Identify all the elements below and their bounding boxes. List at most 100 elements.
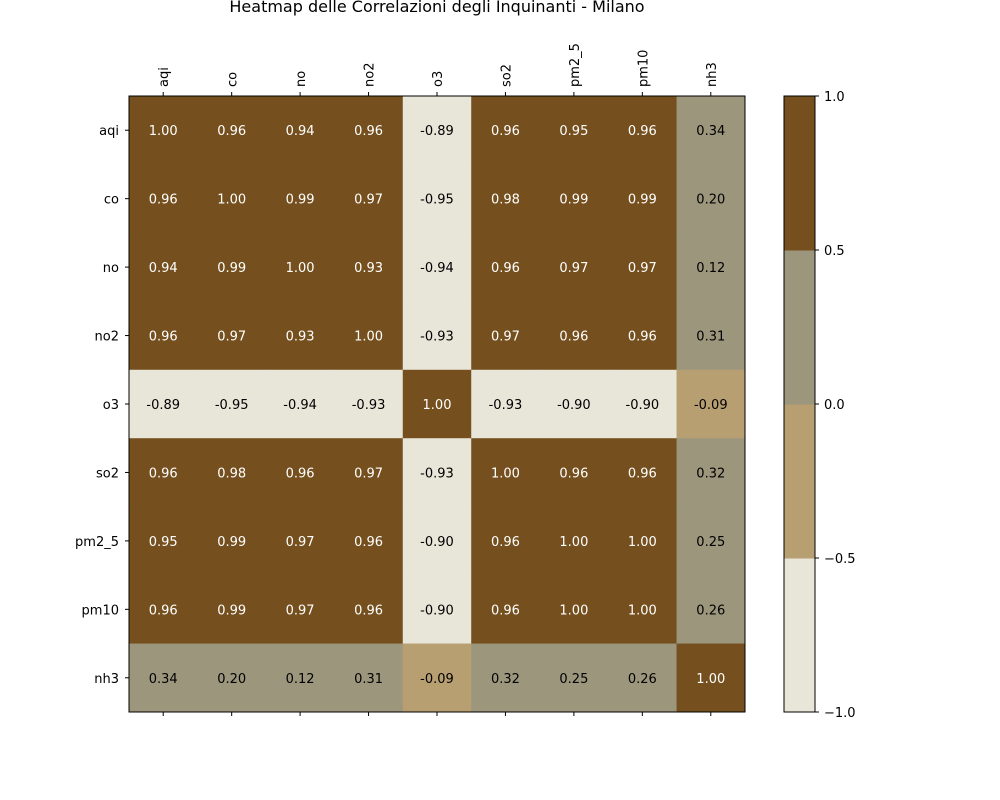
cell-value-label: -0.09 <box>420 672 454 687</box>
cell-value-label: 0.95 <box>559 124 588 139</box>
heatmap-cell <box>129 164 198 234</box>
cell-value-label: 0.96 <box>217 124 246 139</box>
cell-value-label: 0.99 <box>628 193 657 208</box>
cell-value-label: 0.34 <box>696 124 725 139</box>
cell-value-label: 0.26 <box>696 603 725 618</box>
colorbar-tick-label: −0.5 <box>824 552 856 567</box>
cell-value-label: 0.96 <box>491 535 520 550</box>
heatmap-cell <box>539 643 609 713</box>
heatmap-cell <box>676 369 746 439</box>
heatmap-cell <box>539 506 609 576</box>
cell-value-label: 1.00 <box>559 603 588 618</box>
heatmap-cell <box>676 301 746 371</box>
cell-value-label: 0.96 <box>628 330 657 345</box>
heatmap-cell <box>539 164 609 234</box>
heatmap-cell <box>265 438 335 508</box>
heatmap-cell <box>129 575 198 645</box>
heatmap-cell <box>402 232 472 302</box>
cell-value-label: 1.00 <box>354 330 383 345</box>
cell-value-label: -0.90 <box>626 398 660 413</box>
cell-value-label: 1.00 <box>559 535 588 550</box>
heatmap-cell <box>676 232 746 302</box>
heatmap-cell <box>402 164 472 234</box>
heatmap-cell <box>265 506 335 576</box>
y-tick-label: pm2_5 <box>75 535 119 550</box>
cell-value-label: 0.34 <box>149 672 178 687</box>
heatmap-cell <box>265 643 335 713</box>
heatmap-cell <box>402 575 472 645</box>
colorbar-segment <box>784 558 815 713</box>
heatmap-cell <box>402 643 472 713</box>
cell-value-label: 0.94 <box>149 261 178 276</box>
cell-value-label: 0.31 <box>354 672 383 687</box>
cell-value-label: 0.31 <box>696 330 725 345</box>
cell-value-label: 0.99 <box>217 261 246 276</box>
heatmap-cell <box>129 438 198 508</box>
cell-value-label: 0.96 <box>149 603 178 618</box>
cell-value-label: 0.97 <box>559 261 588 276</box>
heatmap-cell <box>197 301 267 371</box>
cell-value-label: 0.96 <box>286 466 315 481</box>
y-axis-ticks: aqi co no no2 o3 so2 pm2_5 pm10 nh3 <box>75 124 129 687</box>
y-tick-label: so2 <box>96 466 119 481</box>
heatmap-cell <box>334 232 404 302</box>
heatmap-cell <box>334 164 404 234</box>
heatmap-cell <box>402 438 472 508</box>
heatmap-cell <box>129 232 198 302</box>
colorbar-tick-label: 0.5 <box>824 244 845 259</box>
x-tick-label: nh3 <box>705 62 720 87</box>
cell-value-label: 0.99 <box>286 193 315 208</box>
cell-value-label: 0.96 <box>354 124 383 139</box>
cell-value-label: 1.00 <box>696 672 725 687</box>
cell-value-label: 0.97 <box>286 603 315 618</box>
heatmap-cell <box>129 96 198 165</box>
heatmap-cell <box>197 164 267 234</box>
heatmap-cell <box>471 369 541 439</box>
heatmap-frame <box>128 95 746 713</box>
heatmap-cell <box>471 575 541 645</box>
heatmap-cell <box>402 301 472 371</box>
cell-value-labels: 1.00 0.96 0.94 0.96 -0.89 0.96 0.95 0.96 0.34 0.9… <box>146 124 727 687</box>
cell-value-label: 0.98 <box>491 193 520 208</box>
chart-title: Heatmap delle Correlazioni degli Inquina… <box>229 0 644 16</box>
heatmap-cell <box>608 232 678 302</box>
cell-value-label: 0.96 <box>491 603 520 618</box>
colorbar-tick-label: 1.0 <box>824 90 845 105</box>
heatmap-cell <box>334 96 404 165</box>
cell-value-label: 0.25 <box>559 672 588 687</box>
cell-value-label: 0.93 <box>354 261 383 276</box>
heatmap-cell <box>334 369 404 439</box>
cell-value-label: 0.12 <box>286 672 315 687</box>
cell-value-label: 1.00 <box>423 398 452 413</box>
cell-value-label: 1.00 <box>217 193 246 208</box>
heatmap-cell <box>608 301 678 371</box>
cell-value-label: 0.93 <box>286 330 315 345</box>
heatmap-cell <box>265 301 335 371</box>
heatmap-cell <box>676 643 746 713</box>
heatmap-cell <box>334 506 404 576</box>
heatmap-cell <box>608 506 678 576</box>
cell-value-label: 0.95 <box>149 535 178 550</box>
cell-value-label: -0.95 <box>215 398 249 413</box>
heatmap-cell <box>471 438 541 508</box>
heatmap-cell <box>608 643 678 713</box>
heatmap-cell <box>676 96 746 165</box>
heatmap-cell <box>334 301 404 371</box>
heatmap-cell <box>608 575 678 645</box>
x-tick-label: o3 <box>431 71 446 87</box>
cell-value-label: 0.12 <box>696 261 725 276</box>
cell-value-label: 0.20 <box>217 672 246 687</box>
heatmap-cell <box>539 301 609 371</box>
heatmap-cell <box>676 506 746 576</box>
cell-value-label: 0.25 <box>696 535 725 550</box>
cell-value-label: 0.97 <box>628 261 657 276</box>
heatmap-cell <box>129 301 198 371</box>
heatmap-cell <box>676 438 746 508</box>
x-tick-label: no <box>294 71 309 87</box>
cell-value-label: 1.00 <box>628 603 657 618</box>
heatmap-cell <box>334 643 404 713</box>
cell-value-label: 0.96 <box>149 466 178 481</box>
heatmap-cell <box>334 575 404 645</box>
cell-value-label: -0.94 <box>420 261 454 276</box>
cell-value-label: 0.97 <box>217 330 246 345</box>
